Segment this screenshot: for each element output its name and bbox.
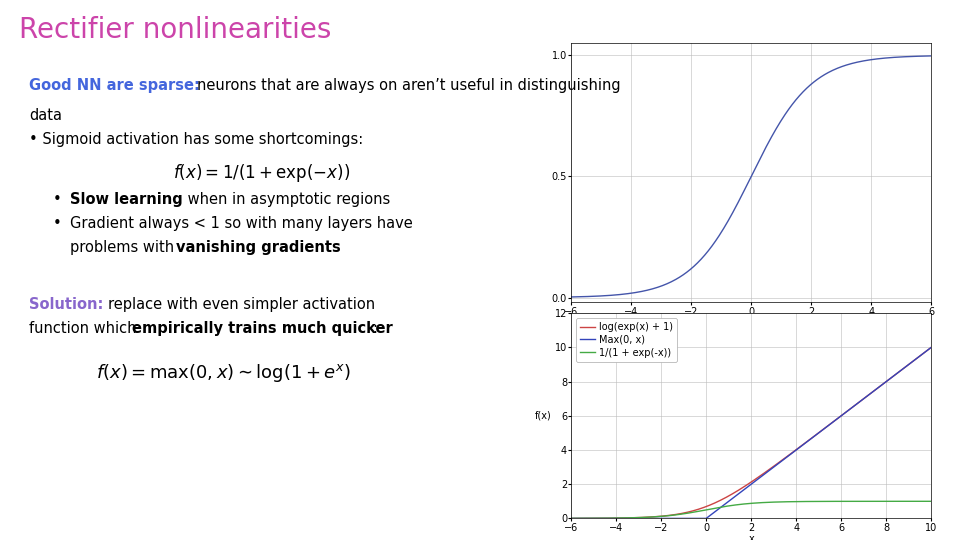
1/(1 + exp(-x)) bbox=[565, 515, 577, 522]
Text: data: data bbox=[29, 108, 61, 123]
Text: $f(x) = \max(0, x) \sim \log(1 + e^x)$: $f(x) = \max(0, x) \sim \log(1 + e^x)$ bbox=[96, 362, 351, 384]
Text: •: • bbox=[53, 192, 61, 207]
Text: Slow learning: Slow learning bbox=[70, 192, 182, 207]
Max(0, x) bbox=[729, 494, 740, 501]
Text: neurons that are always on aren’t useful in distinguishing: neurons that are always on aren’t useful… bbox=[197, 78, 620, 93]
Text: problems with: problems with bbox=[70, 240, 179, 255]
Line: log(exp(x) + 1): log(exp(x) + 1) bbox=[571, 347, 931, 518]
1/(1 + exp(-x)) bbox=[729, 502, 740, 508]
Text: • Sigmoid activation has some shortcomings:: • Sigmoid activation has some shortcomin… bbox=[29, 132, 363, 147]
1/(1 + exp(-x)) bbox=[925, 498, 937, 504]
log(exp(x) + 1) bbox=[925, 344, 937, 350]
Max(0, x) bbox=[629, 515, 640, 522]
1/(1 + exp(-x)) bbox=[658, 513, 669, 519]
log(exp(x) + 1) bbox=[629, 515, 640, 521]
log(exp(x) + 1) bbox=[805, 435, 817, 441]
Text: replace with even simpler activation: replace with even simpler activation bbox=[108, 297, 374, 312]
Max(0, x) bbox=[778, 456, 789, 463]
1/(1 + exp(-x)) bbox=[836, 498, 848, 504]
1/(1 + exp(-x)) bbox=[629, 515, 640, 521]
Text: vanishing gradients: vanishing gradients bbox=[176, 240, 341, 255]
Text: :: : bbox=[372, 321, 377, 336]
Text: empirically trains much quicker: empirically trains much quicker bbox=[132, 321, 394, 336]
log(exp(x) + 1) bbox=[729, 490, 740, 496]
Line: Max(0, x): Max(0, x) bbox=[571, 347, 931, 518]
Max(0, x) bbox=[805, 435, 817, 442]
log(exp(x) + 1) bbox=[565, 515, 577, 522]
Y-axis label: f(x): f(x) bbox=[535, 411, 552, 421]
Text: $f(x) = 1/(1 + \exp(-x))$: $f(x) = 1/(1 + \exp(-x))$ bbox=[173, 162, 350, 184]
Text: Solution:: Solution: bbox=[29, 297, 103, 312]
Text: Rectifier nonlinearities: Rectifier nonlinearities bbox=[19, 16, 331, 44]
Max(0, x) bbox=[836, 412, 848, 418]
Text: when in asymptotic regions: when in asymptotic regions bbox=[183, 192, 391, 207]
Max(0, x) bbox=[565, 515, 577, 522]
log(exp(x) + 1) bbox=[836, 411, 848, 418]
1/(1 + exp(-x)) bbox=[778, 498, 789, 505]
Text: function which: function which bbox=[29, 321, 141, 336]
Text: Good NN are sparse:: Good NN are sparse: bbox=[29, 78, 200, 93]
X-axis label: x: x bbox=[749, 534, 754, 540]
1/(1 + exp(-x)) bbox=[805, 498, 817, 505]
log(exp(x) + 1) bbox=[658, 513, 669, 519]
Line: 1/(1 + exp(-x)): 1/(1 + exp(-x)) bbox=[571, 501, 931, 518]
log(exp(x) + 1) bbox=[778, 456, 789, 462]
Max(0, x) bbox=[658, 515, 669, 522]
Legend: log(exp(x) + 1), Max(0, x), 1/(1 + exp(-x)): log(exp(x) + 1), Max(0, x), 1/(1 + exp(-… bbox=[576, 318, 678, 362]
Text: Gradient always < 1 so with many layers have: Gradient always < 1 so with many layers … bbox=[70, 216, 413, 231]
Max(0, x) bbox=[925, 344, 937, 350]
Text: •: • bbox=[53, 216, 61, 231]
